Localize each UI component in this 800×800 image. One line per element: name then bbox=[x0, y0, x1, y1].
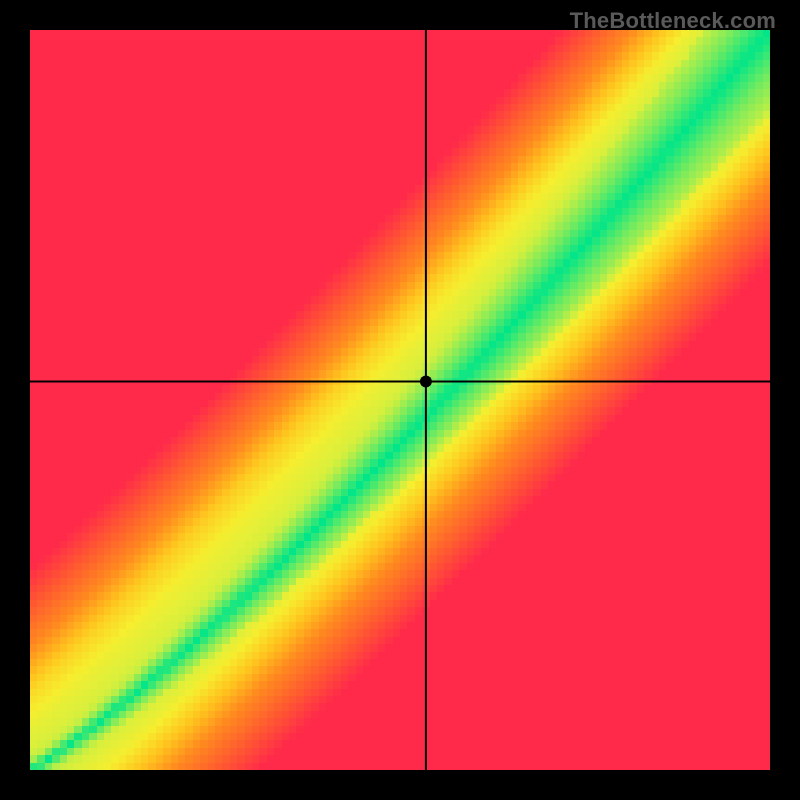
bottleneck-heatmap bbox=[0, 0, 800, 800]
chart-container: TheBottleneck.com bbox=[0, 0, 800, 800]
watermark-text: TheBottleneck.com bbox=[570, 8, 776, 34]
